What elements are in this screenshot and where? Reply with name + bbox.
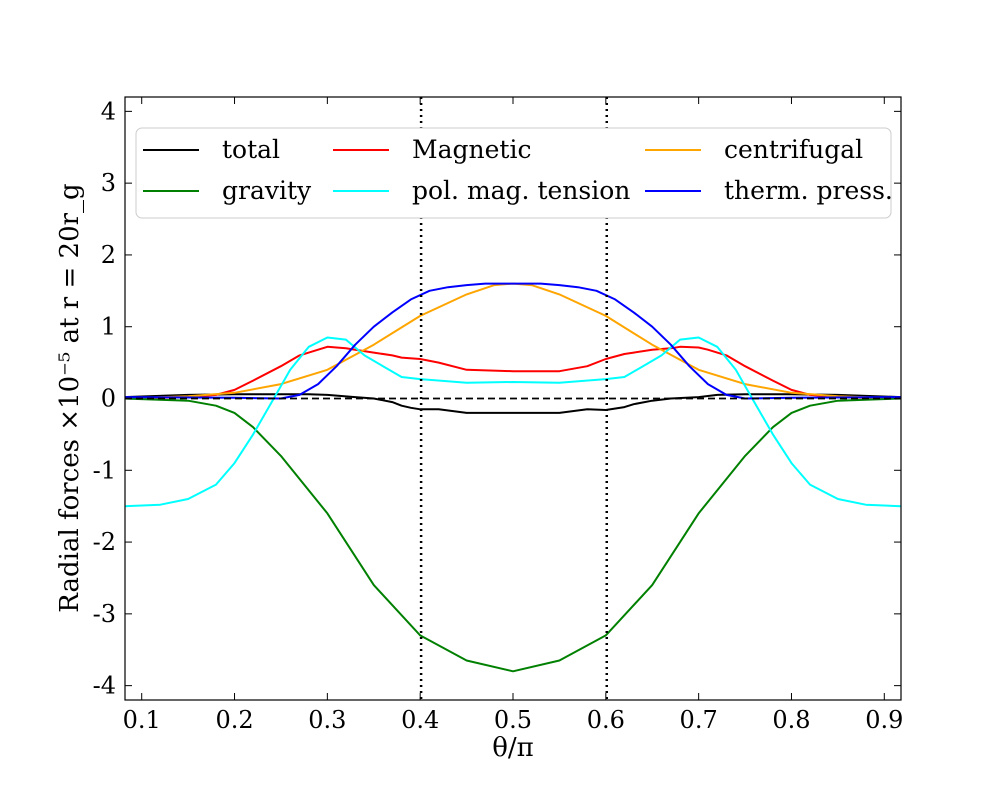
legend: total Magnetic centrifugal gravity pol. mag.…	[135, 127, 893, 219]
legend-label-gravity: gravity	[222, 176, 312, 205]
reference-lines	[125, 97, 901, 700]
series-line-gravity	[124, 397, 902, 673]
x-tick-label: 0.8	[772, 706, 810, 734]
y-tick-label: 0	[101, 385, 116, 413]
y-tick-label: -3	[93, 600, 116, 628]
x-tick-label: 0.6	[587, 706, 625, 734]
series-line-therm-press	[124, 282, 902, 400]
x-tick-label: 0.7	[680, 706, 718, 734]
x-tick-label: 0.1	[123, 706, 161, 734]
legend-label-total: total	[222, 135, 280, 164]
ticks: 0.1 0.2 0.3 0.4 0.5 0.6 0.7 0.8 0.9 -4 -3 -2 -1 0 1 2 3 4	[93, 97, 903, 734]
y-tick-label: -2	[93, 528, 116, 556]
legend-label-centrifugal: centrifugal	[724, 135, 863, 164]
legend-label-therm-press: therm. press.	[724, 176, 893, 205]
series-layer	[124, 282, 902, 673]
y-tick-label: 1	[101, 313, 116, 341]
x-tick-label: 0.4	[401, 706, 439, 734]
y-tick-label: -1	[93, 456, 116, 484]
x-tick-label: 0.5	[494, 706, 532, 734]
x-tick-label: 0.2	[215, 706, 253, 734]
series-line-total	[124, 393, 902, 414]
y-tick-label: 3	[101, 169, 116, 197]
legend-label-magnetic: Magnetic	[412, 135, 531, 164]
y-tick-label: 4	[101, 97, 116, 125]
y-axis-label: Radial forces ×10⁻⁵ at r = 20r_g	[55, 183, 85, 612]
x-tick-label: 0.3	[308, 706, 346, 734]
series-line-magnetic	[124, 345, 902, 400]
legend-box	[135, 127, 892, 219]
legend-label-pol-mag-tension: pol. mag. tension	[412, 176, 630, 205]
y-tick-label: -4	[93, 672, 116, 700]
x-axis-label: θ/π	[492, 733, 534, 763]
series-line-pol-mag-tension	[124, 336, 902, 508]
x-tick-label: 0.9	[865, 706, 903, 734]
y-tick-label: 2	[101, 241, 116, 269]
